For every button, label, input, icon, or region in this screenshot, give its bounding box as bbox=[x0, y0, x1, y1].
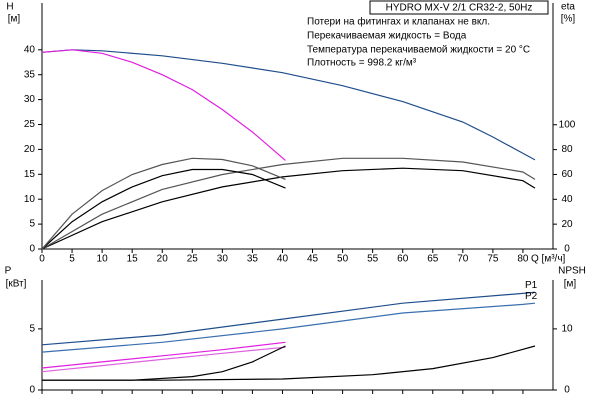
y2-tick-label: 100 bbox=[559, 119, 576, 130]
y2-tick-label: 20 bbox=[561, 219, 573, 230]
curve bbox=[42, 345, 286, 381]
y-tick-label: 15 bbox=[24, 169, 36, 180]
y2-axis-label: NPSH bbox=[558, 266, 586, 277]
annotation: Температура перекачиваемой жидкости = 20… bbox=[307, 45, 530, 56]
x-tick-label: 45 bbox=[307, 254, 319, 265]
x-tick-label: 75 bbox=[487, 254, 499, 265]
x-tick-label: 0 bbox=[39, 254, 45, 265]
y-axis-unit: [м] bbox=[8, 14, 21, 25]
legend-label: P1 bbox=[525, 280, 538, 291]
curve bbox=[41, 49, 536, 161]
y-tick-label: 0 bbox=[29, 244, 35, 255]
x-tick-label: 35 bbox=[247, 254, 259, 265]
curve bbox=[41, 167, 536, 250]
y-tick-label: 30 bbox=[24, 94, 36, 105]
y2-tick-label: 40 bbox=[561, 194, 573, 205]
y-tick-label: 25 bbox=[24, 119, 36, 130]
y-tick-label: 0 bbox=[29, 385, 35, 396]
y-tick-label: 5 bbox=[29, 324, 35, 335]
y-axis-label: P bbox=[5, 266, 12, 277]
y2-tick-label: 0 bbox=[564, 385, 570, 396]
x-tick-label: 25 bbox=[187, 254, 199, 265]
x-tick-label: 55 bbox=[367, 254, 379, 265]
y2-tick-label: 60 bbox=[561, 169, 573, 180]
curve bbox=[41, 168, 286, 250]
x-tick-label: 60 bbox=[397, 254, 409, 265]
y2-axis-unit: [м] bbox=[564, 279, 577, 290]
x-tick-label: 10 bbox=[97, 254, 109, 265]
y2-tick-label: 80 bbox=[561, 144, 573, 155]
curve bbox=[42, 345, 536, 381]
curve bbox=[41, 49, 286, 161]
curve bbox=[41, 341, 286, 369]
y2-tick-label: 0 bbox=[564, 244, 570, 255]
x-tick-label: 50 bbox=[337, 254, 349, 265]
y-tick-label: 20 bbox=[24, 144, 36, 155]
curve bbox=[41, 302, 536, 353]
y2-tick-label: 10 bbox=[561, 324, 573, 335]
y-tick-label: 10 bbox=[24, 194, 36, 205]
legend-label: P2 bbox=[525, 291, 538, 302]
y-axis-unit: [кВт] bbox=[6, 279, 27, 290]
y-tick-label: 5 bbox=[29, 219, 35, 230]
x-tick-label: 15 bbox=[127, 254, 139, 265]
x-tick-label: 80 bbox=[517, 254, 529, 265]
x-tick-label: 70 bbox=[457, 254, 469, 265]
y-axis-label: H bbox=[6, 2, 13, 13]
y2-axis-label: eta bbox=[561, 2, 575, 13]
y-tick-label: 40 bbox=[24, 44, 36, 55]
y2-axis-unit: [%] bbox=[561, 14, 576, 25]
curve bbox=[41, 291, 536, 346]
annotation: Плотность = 998.2 кг/м³ bbox=[307, 58, 417, 69]
x-tick-label: 40 bbox=[277, 254, 289, 265]
curve bbox=[41, 157, 536, 250]
curve bbox=[41, 157, 286, 250]
annotation: Перекачиваемая жидкость = Вода bbox=[307, 31, 467, 42]
y-tick-label: 35 bbox=[24, 69, 36, 80]
x-tick-label: 65 bbox=[427, 254, 439, 265]
x-tick-label: 20 bbox=[157, 254, 169, 265]
chart-title: HYDRO MX-V 2/1 CR32-2, 50Hz bbox=[386, 3, 533, 14]
curve bbox=[41, 346, 286, 373]
title-box bbox=[369, 0, 549, 15]
annotation: Потери на фитингах и клапанах не вкл. bbox=[307, 16, 490, 28]
x-axis-label: Q [м³/ч] bbox=[531, 254, 566, 265]
x-tick-label: 30 bbox=[217, 254, 229, 265]
x-tick-label: 5 bbox=[69, 254, 75, 265]
